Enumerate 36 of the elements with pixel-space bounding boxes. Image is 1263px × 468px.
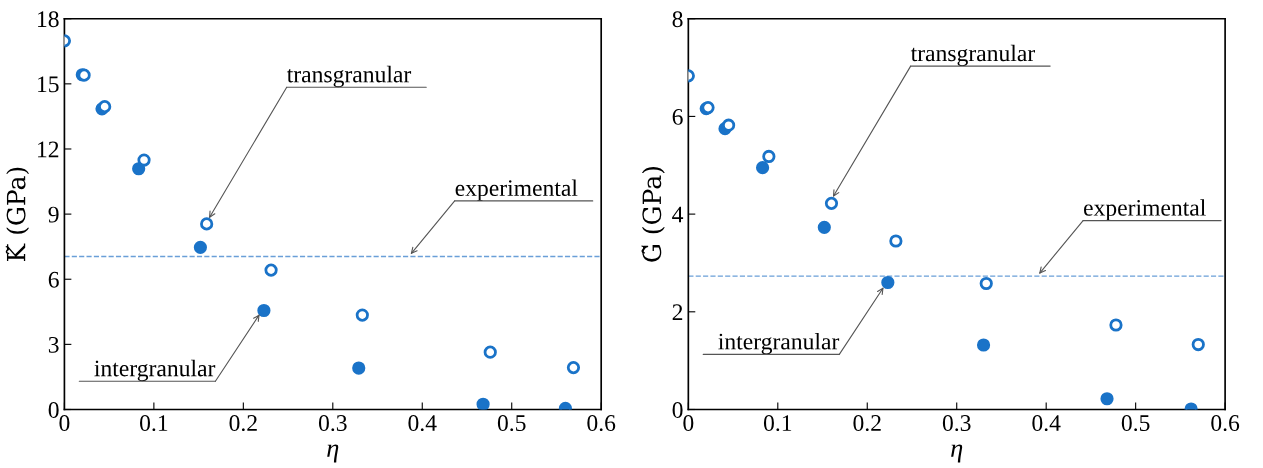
annotation: transgranular [910,44,1035,67]
y-tick-label: 0 [672,401,683,418]
y-tick-label: 6 [672,108,683,125]
x-tick-label: 0.3 [942,415,971,432]
x-tick-label: 0.4 [1032,415,1061,432]
annotation: experimental [1083,199,1206,221]
y-tick-label: 9 [48,206,59,223]
annotation: intergranular [718,332,840,355]
annotation: transgranular [286,65,412,88]
y-axis-title: K̃ (GPa) [5,167,30,262]
x-axis-title: η [951,444,963,463]
x-tick-label: 0.1 [140,415,168,432]
y-tick-label: 3 [48,336,59,353]
annotation: experimental [455,179,578,201]
x-tick-label: 0.3 [318,415,347,432]
y-tick-label: 2 [672,304,683,320]
x-tick-label: 0.6 [1211,415,1240,432]
x-tick-label: 0 [683,415,694,431]
x-tick-label: 0.2 [229,415,257,432]
y-tick-label: 4 [672,206,684,223]
x-tick-label: 0.2 [853,415,881,432]
x-tick-label: 0.1 [763,415,792,432]
y-tick-label: 12 [38,141,59,158]
annotation: intergranular [94,359,216,382]
y-tick-label: 8 [672,11,683,28]
x-tick-label: 0.5 [1121,415,1150,432]
x-axis-title: η [327,444,339,463]
x-tick-label: 0.5 [497,415,526,432]
y-axis-title: G̃ (GPa) [641,167,665,262]
y-tick-label: 6 [48,271,59,288]
y-tick-label: 18 [38,11,59,28]
x-tick-label: 0 [59,415,70,431]
y-tick-label: 0 [48,401,59,418]
y-tick-label: 15 [38,76,59,93]
x-tick-label: 0.6 [587,415,616,432]
x-tick-label: 0.4 [408,415,437,432]
